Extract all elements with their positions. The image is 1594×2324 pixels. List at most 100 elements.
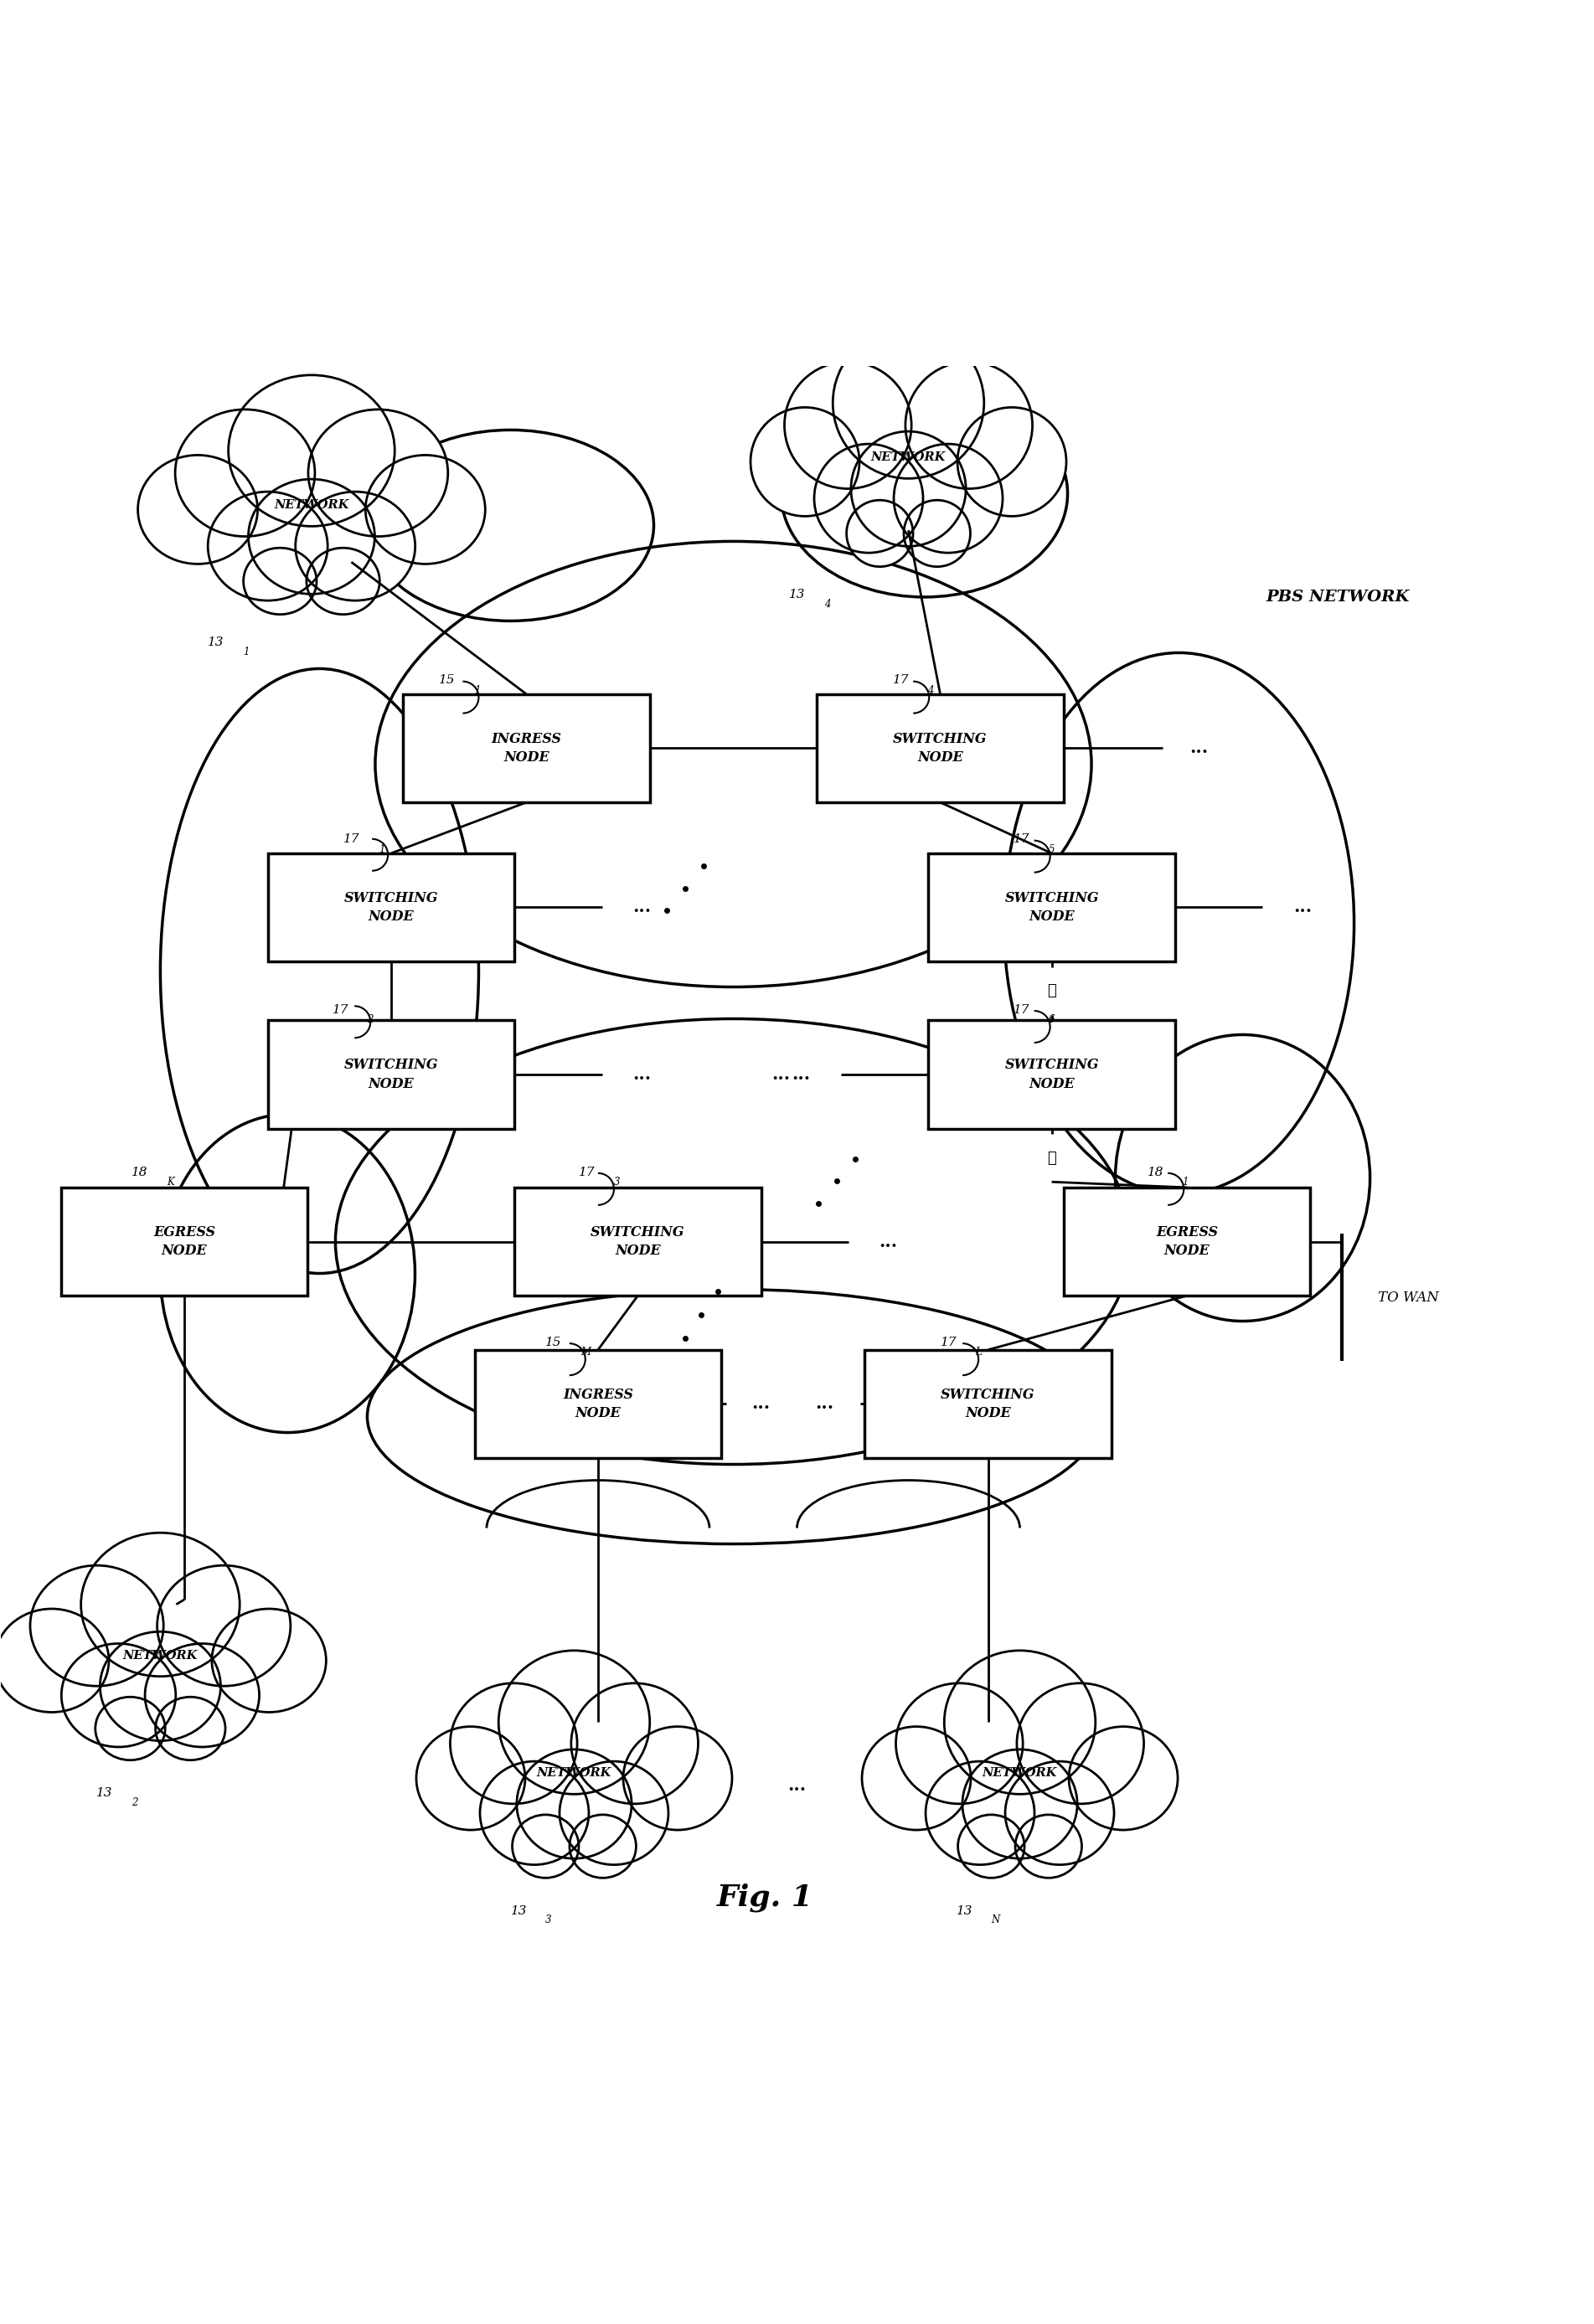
Text: 17: 17 — [893, 674, 909, 686]
Ellipse shape — [62, 1643, 175, 1748]
Text: K: K — [167, 1176, 174, 1188]
Ellipse shape — [175, 409, 316, 537]
Text: 4: 4 — [824, 600, 830, 609]
Bar — [515, 1188, 762, 1297]
Text: ...: ... — [787, 1778, 807, 1794]
Bar — [864, 1350, 1111, 1457]
Ellipse shape — [516, 1750, 631, 1859]
Text: EGRESS
NODE: EGRESS NODE — [1156, 1225, 1218, 1257]
Ellipse shape — [905, 363, 1033, 488]
Bar — [475, 1350, 722, 1457]
Text: ...: ... — [816, 1394, 834, 1413]
Text: TO WAN: TO WAN — [1377, 1290, 1439, 1304]
Ellipse shape — [559, 1762, 668, 1864]
Ellipse shape — [571, 1683, 698, 1803]
Text: 18: 18 — [132, 1167, 148, 1178]
Ellipse shape — [335, 1018, 1132, 1464]
Text: 3: 3 — [614, 1176, 620, 1188]
Text: 17: 17 — [1014, 834, 1030, 846]
Text: 1: 1 — [378, 844, 384, 855]
Text: Fig. 1: Fig. 1 — [717, 1882, 813, 1913]
Text: INGRESS
NODE: INGRESS NODE — [563, 1387, 633, 1420]
Ellipse shape — [158, 1566, 290, 1685]
Text: L: L — [976, 1348, 982, 1357]
Ellipse shape — [815, 444, 923, 553]
Ellipse shape — [958, 407, 1066, 516]
Text: EGRESS
NODE: EGRESS NODE — [153, 1225, 215, 1257]
Text: ...: ... — [633, 899, 650, 916]
Text: NETWORK: NETWORK — [537, 1766, 612, 1778]
Text: 18: 18 — [1148, 1167, 1164, 1178]
Ellipse shape — [96, 1697, 166, 1759]
Ellipse shape — [896, 1683, 1023, 1803]
Ellipse shape — [623, 1727, 732, 1829]
Ellipse shape — [851, 432, 966, 546]
Ellipse shape — [1015, 1815, 1082, 1878]
Ellipse shape — [156, 1697, 225, 1759]
Text: NETWORK: NETWORK — [274, 500, 349, 511]
Ellipse shape — [0, 1608, 108, 1713]
Ellipse shape — [365, 456, 485, 565]
Text: 13: 13 — [209, 637, 225, 648]
Ellipse shape — [367, 430, 654, 621]
Text: 1: 1 — [1183, 1176, 1189, 1188]
Ellipse shape — [100, 1631, 220, 1741]
Ellipse shape — [249, 479, 375, 595]
Ellipse shape — [751, 407, 859, 516]
Ellipse shape — [1017, 1683, 1144, 1803]
Ellipse shape — [904, 500, 971, 567]
Text: 15: 15 — [545, 1336, 561, 1348]
Text: 17: 17 — [940, 1336, 956, 1348]
Ellipse shape — [81, 1534, 239, 1676]
Bar — [928, 1020, 1175, 1129]
Ellipse shape — [161, 669, 478, 1274]
Text: 2: 2 — [132, 1796, 139, 1808]
Ellipse shape — [862, 1727, 971, 1829]
Bar — [268, 1020, 515, 1129]
Text: SWITCHING
NODE: SWITCHING NODE — [1004, 1057, 1098, 1090]
Text: ...: ... — [752, 1394, 770, 1413]
Text: SWITCHING
NODE: SWITCHING NODE — [940, 1387, 1035, 1420]
Text: SWITCHING
NODE: SWITCHING NODE — [344, 890, 438, 925]
Ellipse shape — [212, 1608, 327, 1713]
Text: 17: 17 — [332, 1004, 349, 1016]
Text: 15: 15 — [438, 674, 456, 686]
Bar — [403, 695, 650, 802]
Text: 13: 13 — [510, 1906, 528, 1917]
Text: NETWORK: NETWORK — [123, 1650, 198, 1662]
Ellipse shape — [308, 409, 448, 537]
Ellipse shape — [1006, 1762, 1114, 1864]
Bar — [61, 1188, 308, 1297]
Ellipse shape — [367, 1290, 1100, 1543]
Ellipse shape — [784, 363, 912, 488]
Ellipse shape — [30, 1566, 164, 1685]
Ellipse shape — [499, 1650, 650, 1794]
Ellipse shape — [228, 374, 395, 525]
Ellipse shape — [480, 1762, 588, 1864]
Text: INGRESS
NODE: INGRESS NODE — [491, 732, 561, 765]
Text: ⋮: ⋮ — [1047, 983, 1057, 999]
Text: 4: 4 — [928, 686, 934, 695]
Ellipse shape — [244, 548, 317, 614]
Text: 6: 6 — [1049, 1013, 1055, 1025]
Text: NETWORK: NETWORK — [870, 451, 945, 462]
Ellipse shape — [846, 500, 913, 567]
Bar — [928, 853, 1175, 962]
Text: SWITCHING
NODE: SWITCHING NODE — [591, 1225, 685, 1257]
Ellipse shape — [295, 493, 414, 600]
Text: 13: 13 — [97, 1787, 113, 1799]
Text: SWITCHING
NODE: SWITCHING NODE — [344, 1057, 438, 1090]
Ellipse shape — [145, 1643, 260, 1748]
Text: 17: 17 — [579, 1167, 595, 1178]
Text: 17: 17 — [343, 834, 360, 846]
Ellipse shape — [963, 1750, 1078, 1859]
Text: ...: ... — [880, 1234, 897, 1250]
Text: SWITCHING
NODE: SWITCHING NODE — [893, 732, 987, 765]
Bar — [816, 695, 1063, 802]
Ellipse shape — [450, 1683, 577, 1803]
Text: ...: ... — [771, 1067, 791, 1083]
Text: 2: 2 — [367, 1013, 373, 1025]
Ellipse shape — [1004, 653, 1353, 1195]
Bar — [268, 853, 515, 962]
Ellipse shape — [306, 548, 379, 614]
